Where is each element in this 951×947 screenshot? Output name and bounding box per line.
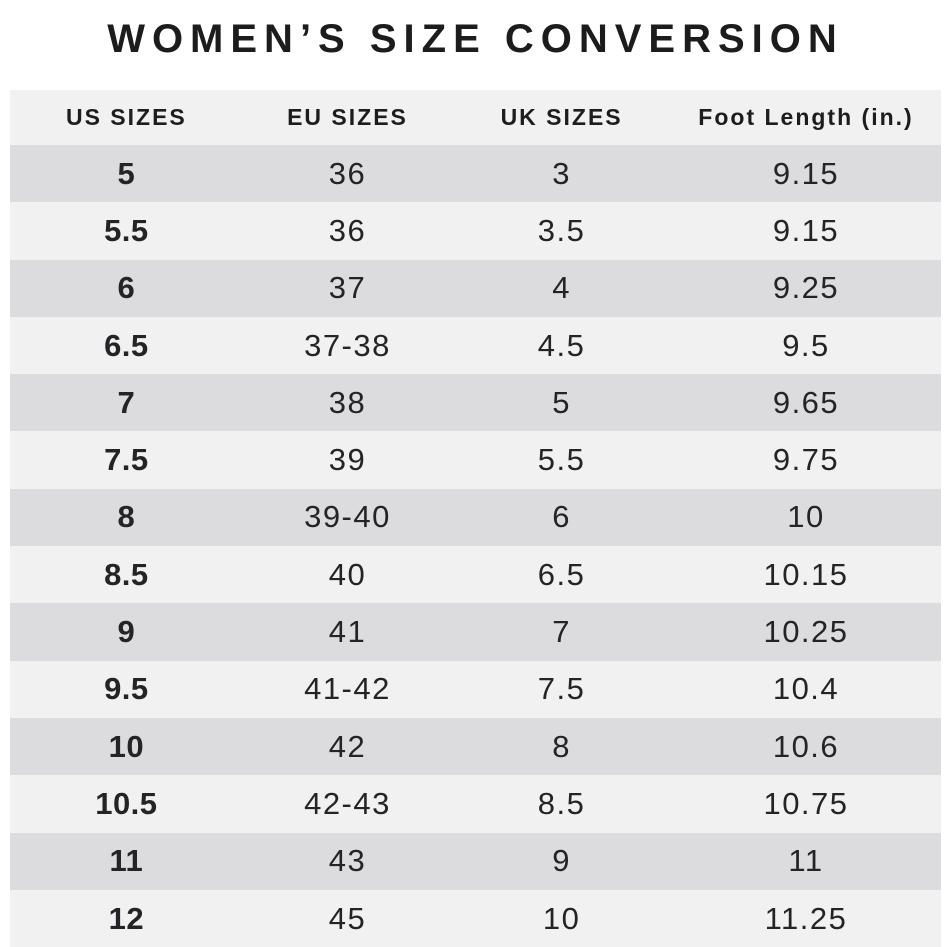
cell-foot-length: 10.4	[772, 671, 840, 707]
cell-foot-length: 10.15	[763, 556, 849, 592]
cell-us-size: 8.5	[104, 556, 149, 592]
cell-us-size: 7	[117, 384, 136, 420]
cell-uk-size: 3	[552, 155, 571, 191]
cell-eu-size: 42-43	[304, 785, 391, 821]
cell-eu-size: 41	[328, 614, 367, 650]
table-row: 8 39-40 6 10	[10, 488, 941, 547]
cell-uk-size: 8.5	[537, 785, 586, 821]
cell-foot-length: 10	[787, 499, 825, 535]
cell-foot-length: 9.5	[782, 327, 830, 363]
cell-foot-length: 11.25	[764, 900, 848, 936]
table-row: 5 36 3 9.15	[10, 145, 941, 203]
cell-foot-length: 9.75	[772, 442, 840, 478]
cell-foot-length: 9.15	[772, 155, 840, 191]
cell-eu-size: 39-40	[304, 499, 391, 535]
table-row: 8.5 40 6.5 10.15	[10, 546, 941, 604]
cell-uk-size: 5	[552, 384, 571, 420]
cell-uk-size: 4.5	[537, 327, 586, 363]
cell-us-size: 6	[117, 270, 136, 306]
size-conversion-page: WOMEN’S SIZE CONVERSION US SIZES EU SIZE…	[0, 16, 951, 947]
page-title: WOMEN’S SIZE CONVERSION	[107, 17, 844, 61]
cell-us-size: 11	[109, 843, 144, 879]
column-header-eu-sizes: EU SIZES	[242, 90, 453, 145]
cell-eu-size: 41-42	[304, 671, 391, 707]
table-body: 5 36 3 9.15 5.5 36 3.5 9.15 6 37 4 9.25 6.5 37-38 4.5 9…	[10, 145, 941, 947]
cell-eu-size: 43	[328, 843, 367, 879]
table-header-row: US SIZES EU SIZES UK SIZES Foot Length (…	[10, 90, 941, 145]
table-row: 6.5 37-38 4.5 9.5	[10, 316, 941, 375]
cell-uk-size: 7.5	[537, 671, 586, 707]
column-header-foot-length: Foot Length (in.)	[671, 90, 941, 145]
size-conversion-table: US SIZES EU SIZES UK SIZES Foot Length (…	[10, 90, 941, 947]
cell-uk-size: 7	[552, 614, 571, 650]
table-row: 10 42 8 10.6	[10, 717, 941, 776]
table-row: 9.5 41-42 7.5 10.4	[10, 660, 941, 718]
cell-foot-length: 10.6	[772, 728, 840, 764]
column-header-us-sizes: US SIZES	[10, 90, 243, 145]
table-row: 12 45 10 11.25	[10, 889, 941, 947]
table-row: 6 37 4 9.25	[10, 259, 941, 317]
cell-eu-size: 45	[328, 900, 367, 936]
cell-uk-size: 3.5	[537, 212, 586, 248]
cell-uk-size: 5.5	[537, 442, 586, 478]
cell-eu-size: 42	[328, 728, 367, 764]
cell-us-size: 6.5	[104, 327, 149, 363]
cell-us-size: 7.5	[104, 442, 149, 478]
cell-uk-size: 8	[552, 728, 571, 764]
cell-foot-length: 9.25	[772, 270, 840, 306]
cell-eu-size: 37-38	[304, 327, 391, 363]
table-row: 9 41 7 10.25	[10, 603, 941, 661]
cell-eu-size: 36	[328, 212, 367, 248]
cell-us-size: 8	[117, 499, 136, 535]
cell-eu-size: 40	[328, 556, 367, 592]
column-header-uk-sizes: UK SIZES	[452, 90, 671, 145]
cell-eu-size: 39	[328, 442, 367, 478]
cell-uk-size: 6	[552, 499, 571, 535]
table-row: 7 38 5 9.65	[10, 374, 941, 432]
table-row: 11 43 9 11	[10, 832, 941, 890]
cell-foot-length: 9.65	[772, 384, 840, 420]
cell-foot-length: 9.15	[772, 212, 840, 248]
table-header: US SIZES EU SIZES UK SIZES Foot Length (…	[10, 90, 941, 145]
cell-us-size: 5	[117, 155, 136, 191]
cell-uk-size: 10	[542, 900, 581, 936]
cell-us-size: 10.5	[95, 785, 158, 821]
table-row: 5.5 36 3.5 9.15	[10, 202, 941, 260]
cell-uk-size: 4	[552, 270, 571, 306]
cell-us-size: 10	[108, 728, 145, 764]
table-row: 7.5 39 5.5 9.75	[10, 431, 941, 489]
cell-eu-size: 36	[328, 155, 367, 191]
cell-eu-size: 37	[328, 270, 367, 306]
cell-foot-length: 11	[788, 843, 824, 879]
cell-us-size: 9	[117, 614, 136, 650]
cell-uk-size: 6.5	[537, 556, 586, 592]
cell-foot-length: 10.25	[763, 614, 849, 650]
cell-foot-length: 10.75	[763, 785, 849, 821]
table-row: 10.5 42-43 8.5 10.75	[10, 775, 941, 833]
cell-us-size: 12	[108, 900, 145, 936]
cell-uk-size: 9	[552, 843, 571, 879]
cell-us-size: 9.5	[104, 671, 149, 707]
cell-us-size: 5.5	[104, 212, 149, 248]
cell-eu-size: 38	[328, 384, 367, 420]
